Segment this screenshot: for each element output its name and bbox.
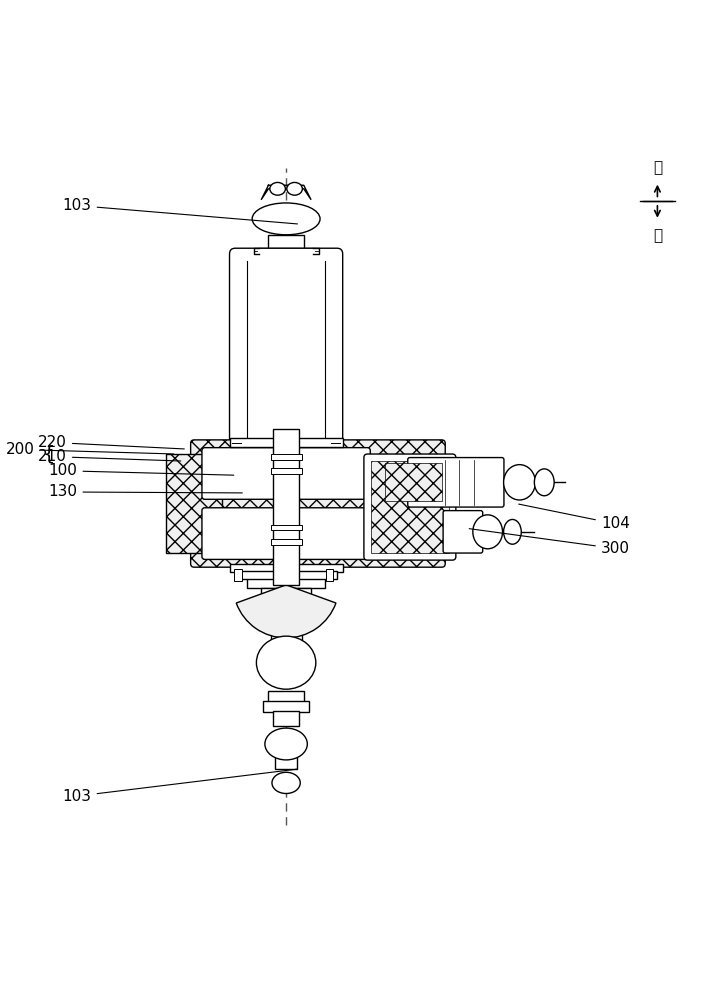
Text: 下: 下 (653, 228, 662, 243)
Text: 104: 104 (518, 504, 630, 531)
Bar (229, 438, 343, 447)
FancyBboxPatch shape (202, 508, 371, 559)
Text: {: { (42, 445, 54, 464)
Ellipse shape (272, 772, 301, 794)
Ellipse shape (256, 636, 316, 689)
Text: 210: 210 (38, 449, 181, 464)
Bar (268, 691, 303, 702)
Bar (261, 588, 311, 599)
Bar (234, 569, 241, 581)
Bar (273, 711, 299, 726)
Ellipse shape (503, 465, 536, 500)
Wedge shape (236, 585, 336, 638)
Ellipse shape (503, 519, 521, 544)
Bar (263, 701, 308, 712)
Bar (271, 468, 302, 474)
Ellipse shape (252, 203, 320, 235)
Bar (276, 755, 297, 769)
FancyBboxPatch shape (408, 458, 504, 507)
Text: 200: 200 (6, 442, 174, 457)
Bar (235, 571, 337, 579)
Text: 103: 103 (63, 198, 298, 224)
Bar (266, 599, 306, 627)
Text: 300: 300 (469, 529, 630, 556)
Bar (271, 525, 302, 530)
Text: 130: 130 (49, 484, 242, 499)
Text: 220: 220 (38, 435, 184, 450)
Text: 103: 103 (63, 769, 298, 804)
FancyBboxPatch shape (364, 454, 456, 560)
FancyBboxPatch shape (229, 248, 343, 463)
Ellipse shape (270, 182, 286, 195)
Text: 上: 上 (653, 160, 662, 175)
Bar (259, 248, 313, 254)
Bar (268, 235, 303, 249)
Ellipse shape (473, 515, 503, 549)
Text: 100: 100 (49, 463, 233, 478)
Bar (229, 564, 343, 572)
Bar (385, 463, 442, 501)
Bar (166, 454, 223, 553)
Ellipse shape (534, 469, 554, 496)
FancyBboxPatch shape (191, 440, 446, 567)
Bar (271, 539, 302, 545)
Ellipse shape (287, 182, 302, 195)
Bar (273, 429, 299, 585)
Ellipse shape (265, 728, 307, 760)
Bar (371, 461, 449, 553)
FancyBboxPatch shape (202, 448, 371, 499)
Bar (271, 454, 302, 460)
Bar (271, 627, 302, 641)
Bar (247, 571, 325, 588)
FancyBboxPatch shape (443, 511, 483, 553)
Bar (326, 569, 333, 581)
